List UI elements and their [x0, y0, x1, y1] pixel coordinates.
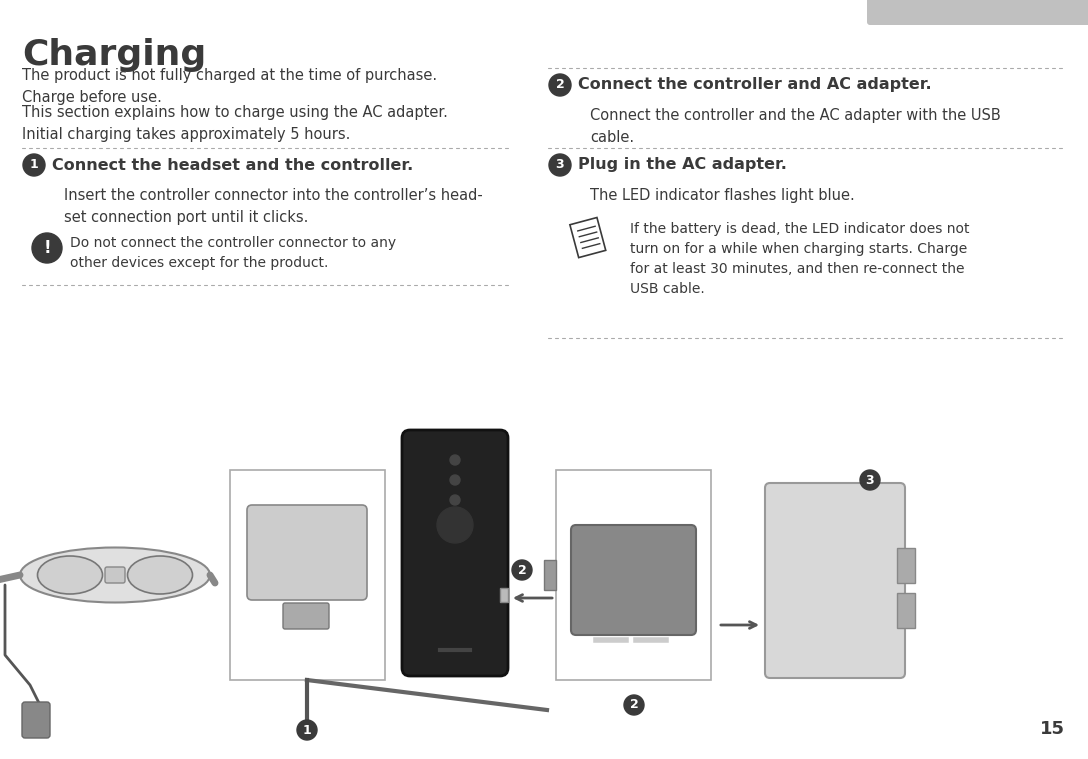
- FancyBboxPatch shape: [22, 702, 50, 738]
- Ellipse shape: [37, 556, 102, 594]
- Text: Do not connect the controller connector to any
other devices except for the prod: Do not connect the controller connector …: [70, 236, 396, 270]
- Circle shape: [450, 455, 460, 465]
- FancyBboxPatch shape: [556, 470, 710, 680]
- FancyBboxPatch shape: [544, 560, 556, 590]
- Text: Charging: Charging: [22, 38, 207, 72]
- Text: 2: 2: [630, 698, 639, 711]
- Circle shape: [450, 475, 460, 485]
- FancyBboxPatch shape: [867, 0, 1088, 25]
- Circle shape: [549, 74, 571, 96]
- FancyBboxPatch shape: [401, 430, 508, 676]
- Text: If the battery is dead, the LED indicator does not
turn on for a while when char: If the battery is dead, the LED indicato…: [630, 222, 969, 296]
- Ellipse shape: [127, 556, 193, 594]
- Text: Connect the controller and AC adapter.: Connect the controller and AC adapter.: [578, 77, 931, 93]
- Text: Plug in the AC adapter.: Plug in the AC adapter.: [578, 158, 787, 172]
- Text: 15: 15: [1040, 720, 1065, 738]
- Circle shape: [860, 470, 880, 490]
- Circle shape: [450, 495, 460, 505]
- FancyBboxPatch shape: [897, 548, 915, 583]
- FancyBboxPatch shape: [897, 593, 915, 628]
- Circle shape: [549, 154, 571, 176]
- Text: !: !: [44, 239, 51, 257]
- FancyBboxPatch shape: [230, 470, 385, 680]
- Text: The product is not fully charged at the time of purchase.
Charge before use.: The product is not fully charged at the …: [22, 68, 437, 105]
- Circle shape: [512, 560, 532, 580]
- Text: Connect the headset and the controller.: Connect the headset and the controller.: [52, 158, 413, 172]
- Text: 2: 2: [556, 78, 565, 92]
- FancyBboxPatch shape: [247, 505, 367, 600]
- FancyBboxPatch shape: [500, 588, 508, 602]
- FancyBboxPatch shape: [283, 603, 329, 629]
- Ellipse shape: [20, 547, 210, 603]
- Text: 1: 1: [29, 159, 38, 172]
- FancyBboxPatch shape: [765, 483, 905, 678]
- Text: 3: 3: [556, 159, 565, 172]
- Circle shape: [437, 507, 473, 543]
- Text: Insert the controller connector into the controller’s head-
set connection port : Insert the controller connector into the…: [64, 188, 483, 225]
- Text: 1: 1: [302, 723, 311, 736]
- Text: The LED indicator flashes light blue.: The LED indicator flashes light blue.: [590, 188, 855, 203]
- Circle shape: [297, 720, 317, 740]
- Text: 2: 2: [518, 563, 527, 577]
- Text: This section explains how to charge using the AC adapter.
Initial charging takes: This section explains how to charge usin…: [22, 105, 448, 142]
- FancyBboxPatch shape: [571, 525, 696, 635]
- Circle shape: [32, 233, 62, 263]
- FancyBboxPatch shape: [570, 218, 606, 257]
- Circle shape: [625, 695, 644, 715]
- FancyBboxPatch shape: [106, 567, 125, 583]
- Text: Connect the controller and the AC adapter with the USB
cable.: Connect the controller and the AC adapte…: [590, 108, 1001, 145]
- Text: 3: 3: [866, 474, 875, 487]
- Circle shape: [23, 154, 45, 176]
